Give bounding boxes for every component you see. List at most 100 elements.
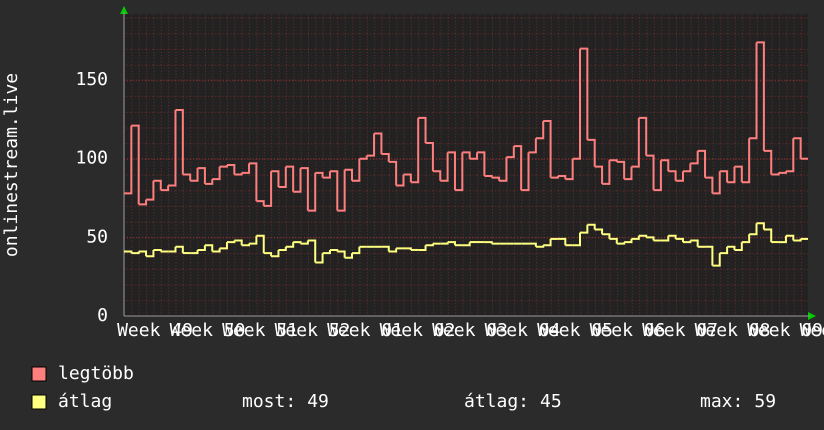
x-tick-label: Week 01 <box>327 320 403 341</box>
step-segment <box>454 152 464 192</box>
step-segment <box>756 222 765 230</box>
step-segment <box>425 141 434 172</box>
step-segment <box>793 137 802 159</box>
step-segment <box>249 235 258 245</box>
step-segment <box>226 164 236 175</box>
step-segment <box>212 166 221 181</box>
step-segment <box>580 47 589 140</box>
step-segment <box>631 117 640 168</box>
x-tick-label: Week 52 <box>275 320 351 341</box>
step-segment <box>749 42 758 140</box>
step-segment <box>381 152 390 162</box>
step-segment <box>307 239 317 263</box>
step-segment <box>425 243 434 247</box>
step-segment <box>521 152 530 192</box>
step-segment <box>146 180 155 201</box>
stat-label: most: <box>242 391 296 412</box>
step-segment <box>344 253 353 259</box>
step-segment <box>705 176 714 194</box>
step-segment <box>329 170 339 211</box>
step-segment <box>197 167 206 184</box>
step-segment <box>241 163 251 174</box>
step-segment <box>234 239 243 246</box>
step-segment <box>697 149 707 178</box>
step-segment <box>653 160 662 192</box>
step-segment <box>374 132 383 154</box>
step-segment <box>418 116 427 143</box>
step-segment <box>344 168 353 181</box>
step-segment <box>734 165 743 183</box>
step-segment <box>337 250 346 258</box>
step-segment <box>307 172 317 212</box>
step-segment <box>690 239 699 247</box>
legend-label: átlag <box>58 391 112 412</box>
step-segment <box>219 242 228 250</box>
step-segment <box>594 228 604 235</box>
step-segment <box>682 163 692 173</box>
step-segment <box>410 117 420 184</box>
step-segment <box>131 124 140 205</box>
step-segment <box>403 173 412 183</box>
step-segment <box>477 151 486 177</box>
step-segment <box>675 237 684 243</box>
step-segment <box>741 234 751 244</box>
step-segment <box>734 242 743 251</box>
step-segment <box>727 166 736 184</box>
step-segment <box>322 249 331 255</box>
step-segment <box>543 119 552 178</box>
step-segment <box>712 253 721 267</box>
step-segment <box>609 159 618 162</box>
step-segment <box>175 245 184 254</box>
step-segment <box>285 165 295 192</box>
step-segment <box>631 235 640 240</box>
step-segment <box>322 171 331 179</box>
step-segment <box>660 159 670 172</box>
step-segment <box>778 171 787 174</box>
step-segment <box>396 174 405 187</box>
step-segment <box>741 138 751 184</box>
step-segment <box>388 160 398 186</box>
step-segment <box>462 242 471 247</box>
step-segment <box>602 160 611 185</box>
step-segment <box>168 109 177 187</box>
step-segment <box>263 252 273 257</box>
step-segment <box>278 166 287 189</box>
legend-swatch <box>31 394 47 410</box>
step-segment <box>668 234 677 239</box>
step-segment <box>352 246 361 255</box>
step-segment <box>624 166 633 181</box>
step-segment <box>763 228 773 243</box>
step-segment <box>190 168 199 182</box>
y-axis-label: onlinestream.live <box>1 73 22 257</box>
step-segment <box>572 232 581 247</box>
step-segment <box>432 170 442 181</box>
x-tick-label: Week 03 <box>432 320 508 341</box>
step-segment <box>138 199 148 206</box>
step-segment <box>212 248 221 253</box>
step-segment <box>609 237 618 244</box>
x-tick-label: Week 51 <box>222 320 298 341</box>
x-tick-label: Week 08 <box>695 320 771 341</box>
step-segment <box>329 248 339 252</box>
legend-swatch <box>31 366 47 382</box>
step-segment <box>315 171 324 178</box>
x-arrow <box>808 312 816 320</box>
step-segment <box>366 133 376 157</box>
step-segment <box>418 245 427 251</box>
y-tick-label: 50 <box>86 226 108 247</box>
step-segment <box>557 175 567 180</box>
step-segment <box>204 179 214 185</box>
step-segment <box>756 41 765 151</box>
step-segment <box>550 176 559 179</box>
step-segment <box>337 169 346 212</box>
step-segment <box>785 138 795 173</box>
step-segment <box>506 146 515 159</box>
step-segment <box>499 157 508 182</box>
y-tick-label: 0 <box>97 305 108 326</box>
step-segment <box>727 245 736 250</box>
step-segment <box>300 167 309 211</box>
step-segment <box>462 151 471 159</box>
step-segment <box>646 236 655 241</box>
x-tick-label: Week 50 <box>170 320 246 341</box>
